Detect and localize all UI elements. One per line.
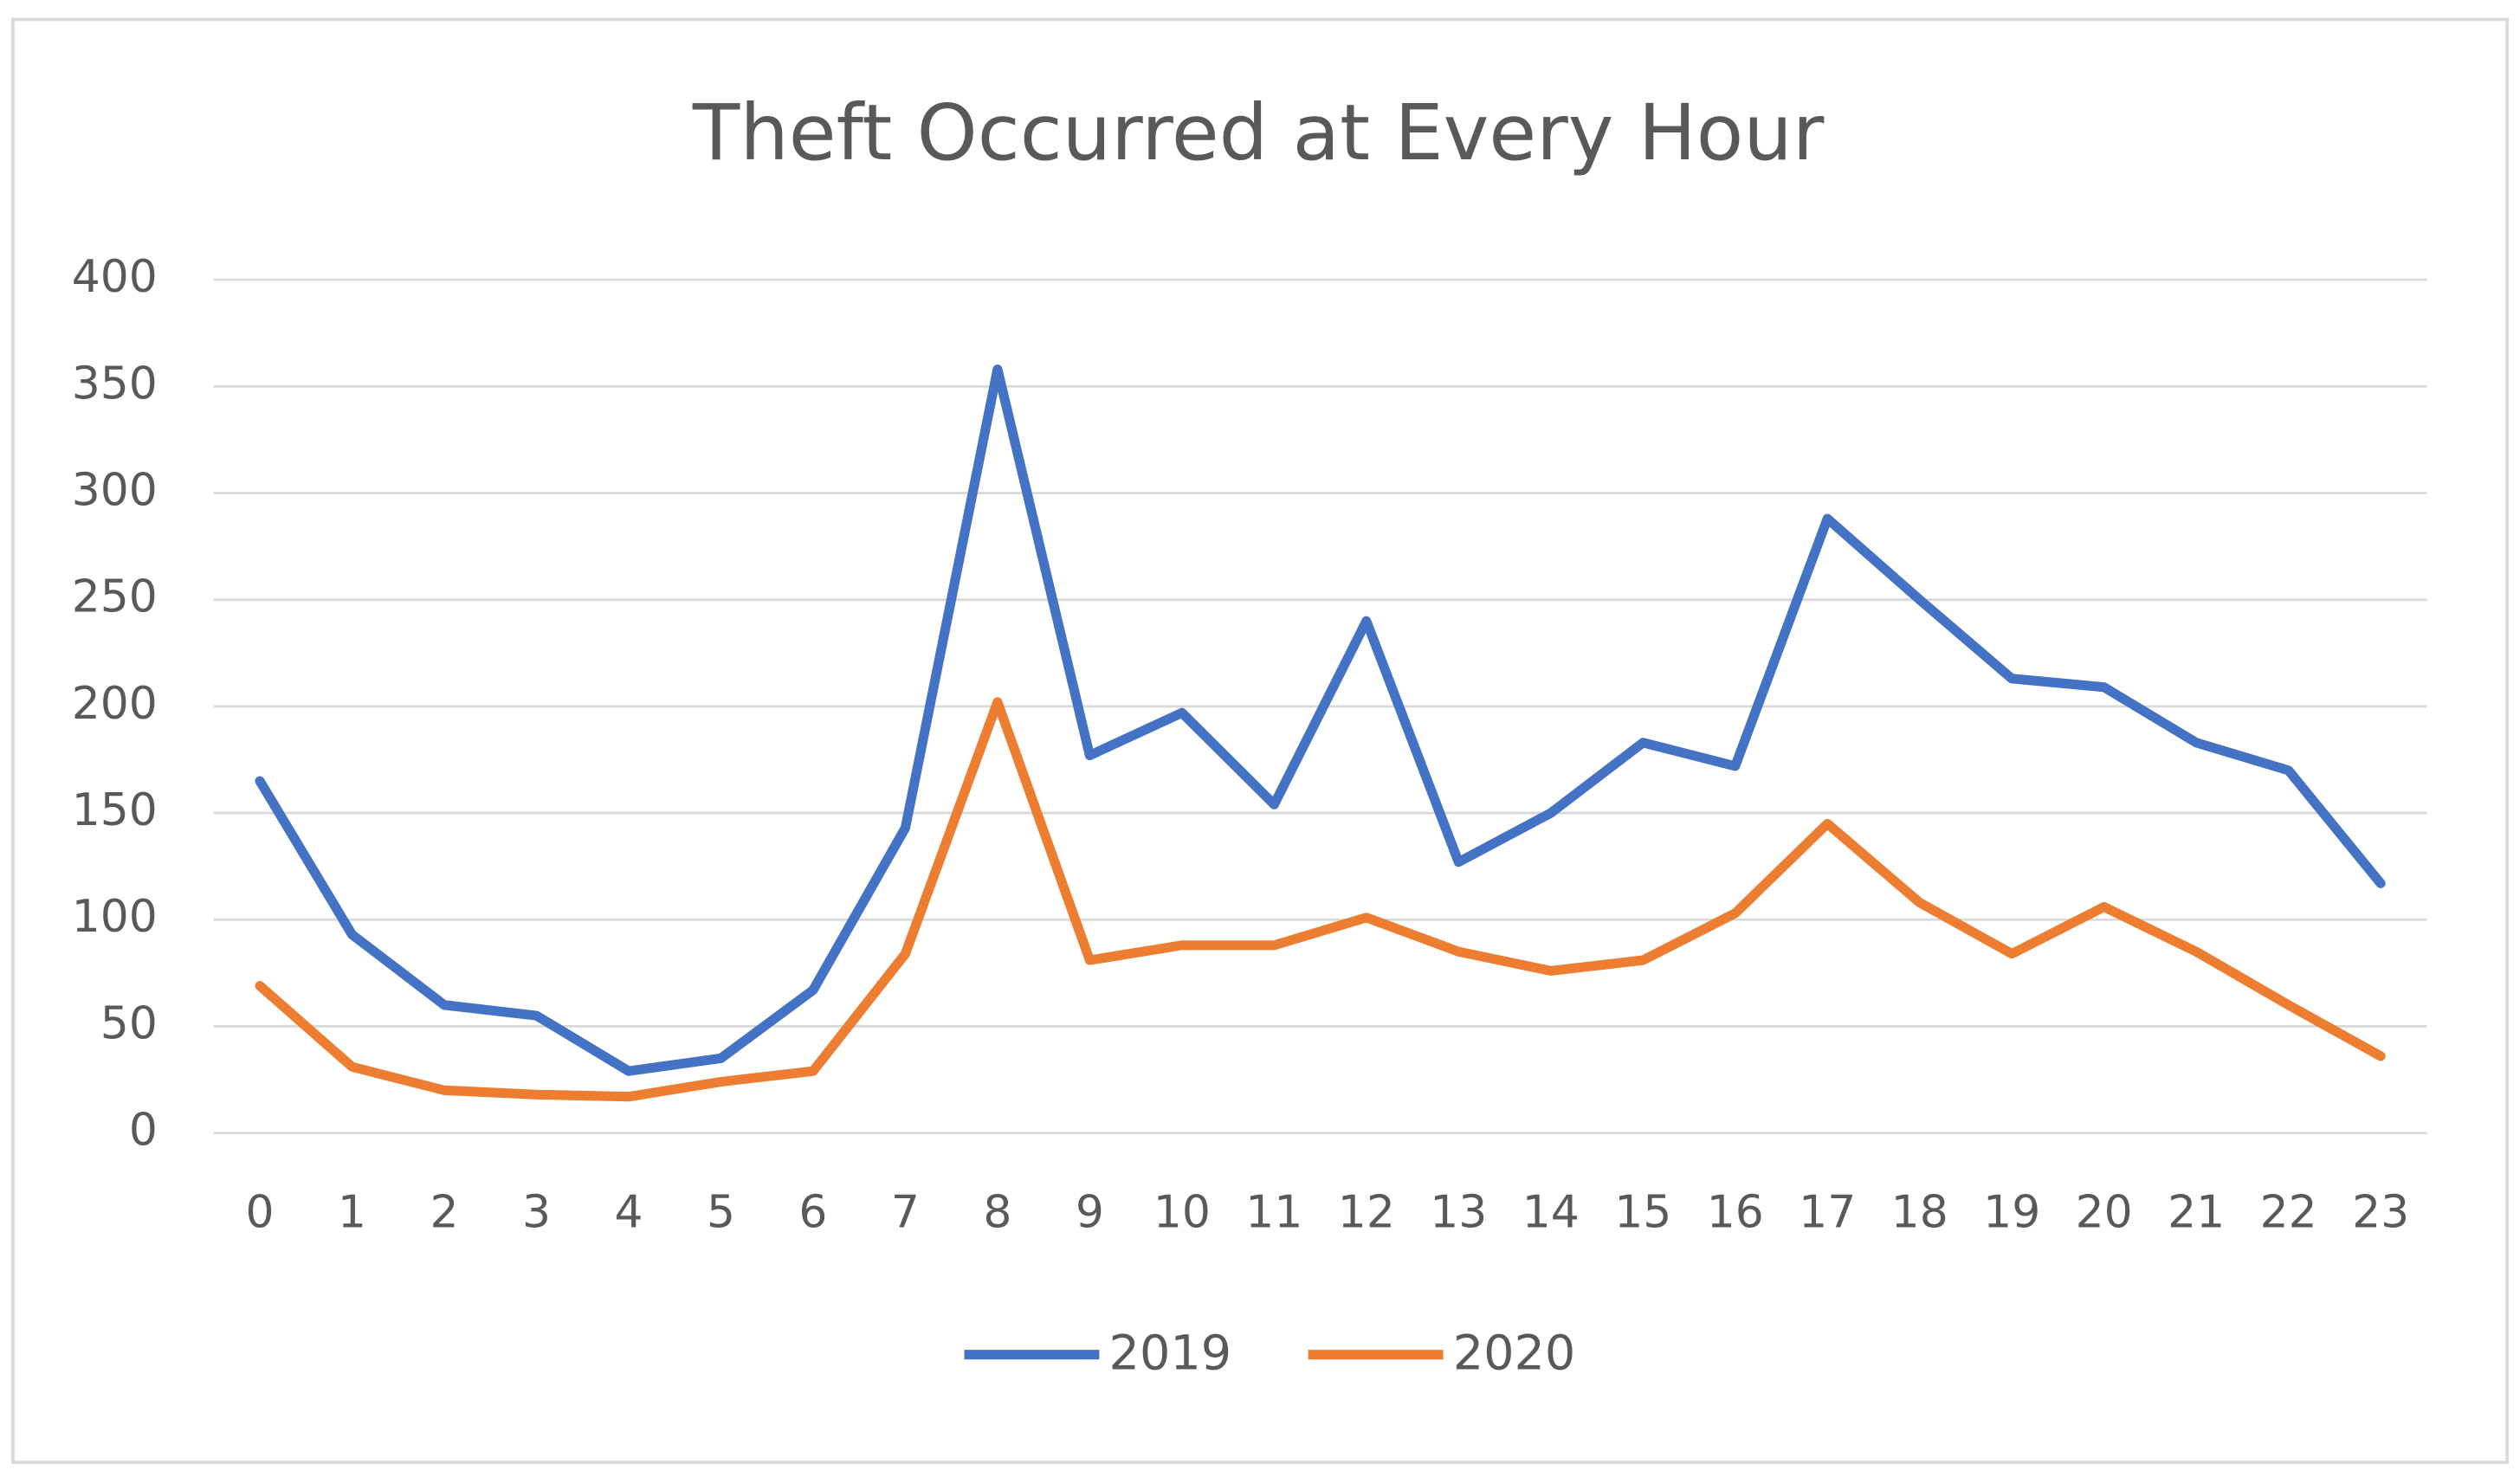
- x-tick-label: 15: [1614, 1186, 1671, 1238]
- x-tick-label: 3: [522, 1186, 551, 1238]
- x-tick-label: 9: [1076, 1186, 1104, 1238]
- y-tick-label: 400: [72, 251, 158, 303]
- y-tick-label: 0: [129, 1105, 158, 1157]
- y-tick-label: 350: [72, 358, 158, 410]
- y-tick-label: 100: [72, 891, 158, 943]
- x-tick-label: 4: [614, 1186, 643, 1238]
- x-tick-label: 14: [1522, 1186, 1580, 1238]
- x-tick-label: 20: [2076, 1186, 2133, 1238]
- legend-label: 2020: [1453, 1325, 1576, 1382]
- x-tick-label: 18: [1891, 1186, 1948, 1238]
- y-tick-label: 300: [72, 465, 158, 517]
- data-line: [255, 697, 2386, 1102]
- x-tick-label: 16: [1707, 1186, 1764, 1238]
- x-tick-label: 7: [891, 1186, 920, 1238]
- x-tick-label: 10: [1153, 1186, 1211, 1238]
- x-tick-label: 6: [798, 1186, 827, 1238]
- x-tick-label: 19: [1983, 1186, 2040, 1238]
- legend-label: 2019: [1109, 1325, 1232, 1382]
- x-tick-label: 22: [2260, 1186, 2317, 1238]
- x-tick-label: 23: [2352, 1186, 2409, 1238]
- y-tick-label: 150: [72, 784, 158, 836]
- chart-title: Theft Occurred at Every Hour: [692, 88, 1825, 178]
- y-tick-label: 50: [100, 997, 158, 1049]
- x-tick-label: 12: [1338, 1186, 1395, 1238]
- y-tick-label: 250: [72, 571, 158, 623]
- x-tick-label: 2: [430, 1186, 459, 1238]
- x-tick-label: 13: [1430, 1186, 1487, 1238]
- chart-border: [10, 17, 2510, 1464]
- x-tick-label: 0: [246, 1186, 275, 1238]
- x-tick-label: 21: [2168, 1186, 2225, 1238]
- x-tick-label: 17: [1799, 1186, 1856, 1238]
- y-tick-label: 200: [72, 678, 158, 730]
- x-tick-label: 1: [338, 1186, 366, 1238]
- data-line: [255, 364, 2386, 1076]
- x-tick-label: 11: [1245, 1186, 1302, 1238]
- x-tick-label: 5: [707, 1186, 735, 1238]
- x-tick-label: 8: [983, 1186, 1011, 1238]
